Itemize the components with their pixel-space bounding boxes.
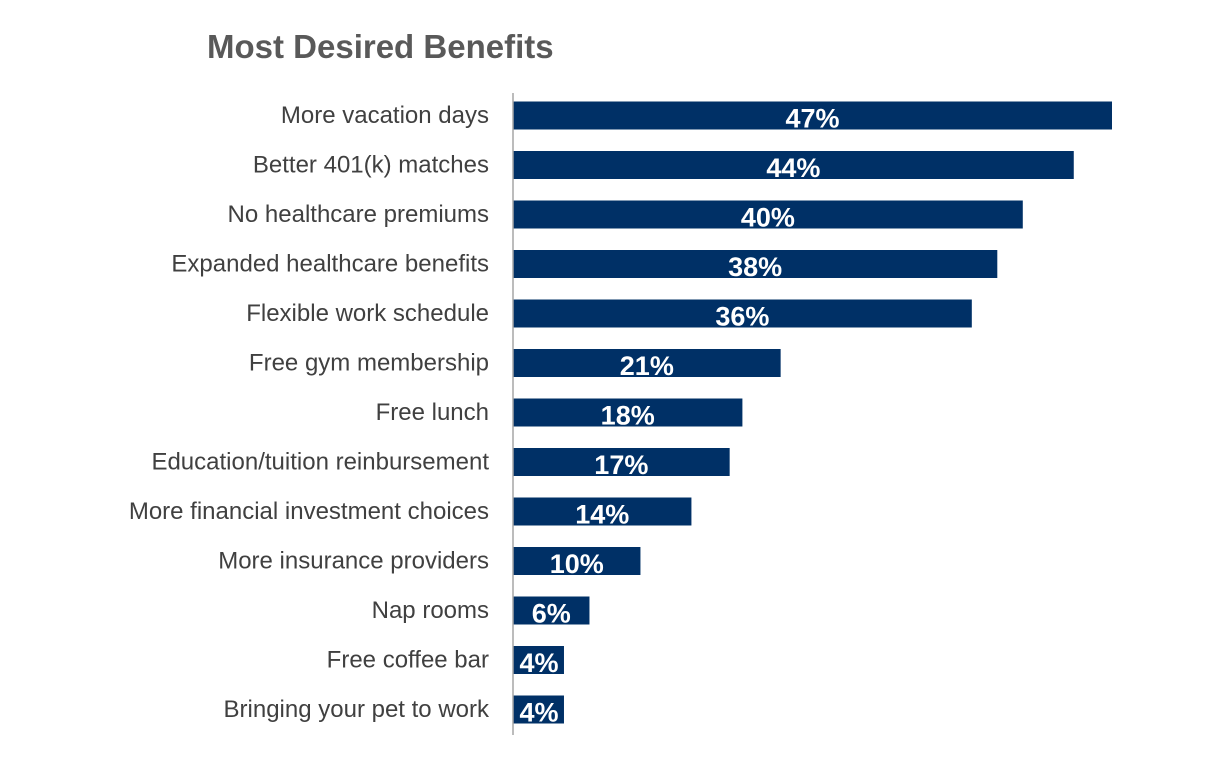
category-label: Nap rooms bbox=[372, 597, 489, 624]
bar bbox=[513, 349, 781, 377]
bar bbox=[513, 299, 972, 328]
category-label: Expanded healthcare benefits bbox=[171, 251, 489, 278]
bar bbox=[513, 151, 1074, 179]
category-label: Bringing your pet to work bbox=[224, 696, 490, 723]
data-label: 36% bbox=[715, 302, 769, 332]
data-label: 44% bbox=[766, 153, 820, 183]
data-label: 6% bbox=[532, 599, 571, 629]
bar-row: No healthcare premiums 40% bbox=[228, 200, 1023, 233]
category-label: Free coffee bar bbox=[327, 647, 489, 674]
bar-row: More financial investment choices 14% bbox=[129, 497, 692, 530]
bar bbox=[513, 497, 692, 526]
data-label: 10% bbox=[550, 549, 604, 579]
category-label: No healthcare premiums bbox=[228, 201, 489, 228]
bar-row: Better 401(k) matches 44% bbox=[253, 151, 1074, 183]
bar-row: Bringing your pet to work 4% bbox=[224, 695, 564, 728]
bars-layer: More vacation days 47% Better 401(k) match… bbox=[129, 101, 1112, 728]
bar bbox=[513, 448, 730, 476]
bar-row: Free lunch 18% bbox=[376, 398, 743, 431]
bar-row: Education/tuition reinbursement 17% bbox=[151, 448, 730, 480]
bar-row: More vacation days 47% bbox=[281, 101, 1112, 134]
bar-row: More insurance providers 10% bbox=[218, 547, 641, 579]
category-label: Free lunch bbox=[376, 399, 489, 426]
bar bbox=[513, 596, 590, 625]
data-label: 21% bbox=[620, 351, 674, 381]
data-label: 4% bbox=[519, 698, 558, 728]
data-label: 40% bbox=[741, 203, 795, 233]
category-label: Free gym membership bbox=[249, 350, 489, 377]
bar-row: Nap rooms 6% bbox=[372, 596, 590, 629]
bar-row: Free coffee bar 4% bbox=[327, 646, 564, 678]
bar-row: Expanded healthcare benefits 38% bbox=[171, 250, 998, 282]
bar-row: Flexible work schedule 36% bbox=[246, 299, 972, 332]
bar bbox=[513, 101, 1112, 130]
bar bbox=[513, 398, 743, 427]
category-label: Better 401(k) matches bbox=[253, 152, 489, 179]
data-label: 18% bbox=[601, 401, 655, 431]
category-label: Flexible work schedule bbox=[246, 300, 489, 327]
data-label: 4% bbox=[519, 648, 558, 678]
bar-row: Free gym membership 21% bbox=[249, 349, 781, 381]
bar bbox=[513, 695, 564, 724]
data-label: 38% bbox=[728, 252, 782, 282]
category-label: More insurance providers bbox=[218, 548, 489, 575]
category-label: More financial investment choices bbox=[129, 498, 489, 525]
data-label: 17% bbox=[594, 450, 648, 480]
bar bbox=[513, 250, 998, 278]
data-label: 47% bbox=[785, 104, 839, 134]
category-label: Education/tuition reinbursement bbox=[151, 449, 489, 476]
chart-title: Most Desired Benefits bbox=[207, 28, 554, 65]
bar bbox=[513, 200, 1023, 229]
data-label: 14% bbox=[575, 500, 629, 530]
category-label: More vacation days bbox=[281, 102, 489, 129]
bar bbox=[513, 547, 641, 575]
bar bbox=[513, 646, 564, 674]
